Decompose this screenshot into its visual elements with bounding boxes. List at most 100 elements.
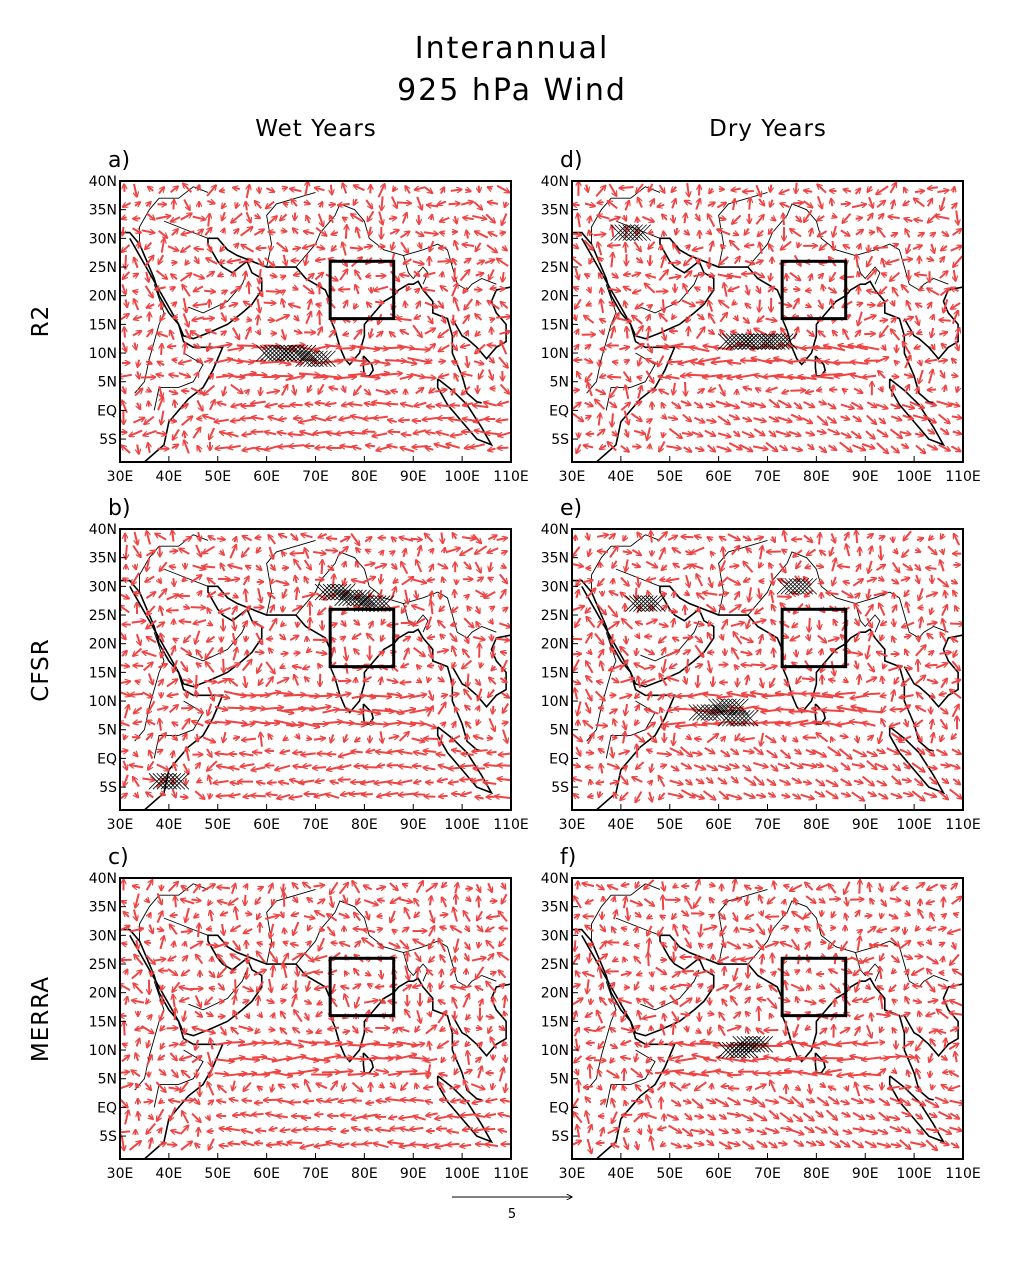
wind-vector (160, 606, 163, 617)
wind-vector (487, 345, 497, 346)
wind-vector (414, 230, 423, 236)
wind-vector (265, 432, 277, 435)
wind-vector (805, 432, 815, 435)
wind-vector (632, 315, 643, 325)
wind-vector (478, 1042, 482, 1047)
wind-vector (816, 1096, 828, 1105)
wind-vector (634, 912, 641, 917)
wind-vector (483, 782, 497, 784)
wind-vector (770, 924, 771, 934)
wind-vector (877, 1128, 888, 1134)
wind-vector (343, 577, 345, 586)
wind-vector (121, 244, 131, 252)
wind-vector (611, 326, 614, 339)
wind-vector (925, 360, 938, 362)
wind-vector (840, 403, 854, 409)
wind-vector (440, 980, 444, 989)
wind-vector (879, 320, 888, 321)
wind-vector (862, 1057, 882, 1059)
y-tick-label: 5N (98, 1072, 117, 1088)
wind-vector (425, 1059, 438, 1061)
wind-vector (708, 633, 712, 641)
wind-vector (231, 404, 243, 407)
wind-vector (462, 315, 469, 325)
wind-vector (315, 447, 326, 448)
significance-hatching (625, 578, 818, 727)
wind-vector (904, 187, 907, 193)
wind-vector (783, 213, 784, 226)
wind-vector (413, 646, 425, 657)
wind-vector (691, 565, 704, 570)
wind-vector (157, 361, 165, 365)
wind-vector (440, 927, 448, 929)
wind-vector (122, 651, 127, 657)
wind-vector (170, 1068, 178, 1078)
wind-vector (789, 271, 801, 281)
wind-vector (431, 601, 433, 615)
wind-vector (246, 1014, 249, 1019)
wind-vector (169, 1100, 181, 1102)
wind-vector (684, 255, 695, 266)
wind-vector (572, 984, 580, 987)
wind-vector (760, 677, 763, 688)
wind-vector (171, 262, 177, 263)
wind-vector (770, 272, 771, 281)
wind-vector (217, 679, 228, 685)
wind-vector (950, 984, 960, 987)
wind-vector (732, 214, 742, 224)
wind-vector (452, 661, 455, 668)
hatch-mark (291, 344, 309, 362)
wind-vector (398, 794, 415, 796)
y-tick-label: 40N (89, 522, 117, 538)
wind-vector (231, 924, 242, 931)
wind-vector (721, 1086, 730, 1087)
wind-vector (759, 635, 762, 645)
wind-vector (279, 534, 288, 537)
wind-vector (181, 899, 195, 905)
wind-vector (266, 1000, 275, 1003)
wind-vector (361, 781, 375, 784)
wind-vector (717, 415, 730, 424)
wind-vector (667, 677, 680, 683)
wind-vector (146, 304, 155, 307)
wind-vector (490, 620, 493, 624)
wind-vector (305, 1012, 309, 1020)
wind-vector (181, 886, 189, 892)
wind-vector (600, 375, 607, 378)
wind-vector (375, 388, 390, 393)
wind-vector (325, 403, 337, 405)
wind-vector (158, 1143, 166, 1146)
wind-vector (429, 955, 436, 962)
wind-vector (766, 749, 777, 757)
wind-vector (598, 749, 606, 753)
wind-vector (450, 926, 463, 934)
wind-vector (879, 731, 884, 743)
wind-vector (842, 213, 852, 224)
wind-vector (696, 313, 704, 319)
wind-vector (281, 623, 285, 627)
wind-vector (598, 708, 605, 709)
wind-vector (411, 1043, 424, 1046)
wind-vector (818, 445, 826, 452)
wind-vector (809, 617, 810, 632)
x-tick-label: 110E (945, 469, 981, 485)
panels-group: a)30E 40E 50E 60E 70E 80E 90E 100E 110E40N35N30N… (89, 148, 981, 1182)
wind-vector (244, 676, 246, 687)
wind-vector (595, 185, 606, 197)
wind-vector (466, 355, 468, 367)
country-border (188, 620, 248, 662)
wind-vector (303, 559, 312, 570)
hatch-mark (326, 583, 344, 601)
wind-vector (886, 258, 900, 263)
wind-vector (343, 894, 347, 904)
wind-vector (623, 957, 625, 962)
wind-vector (586, 617, 596, 628)
wind-vector (948, 1043, 958, 1050)
wind-vector (120, 793, 127, 800)
wind-vector (206, 330, 217, 335)
wind-vector (790, 938, 799, 950)
y-tick-label: 15N (89, 1014, 117, 1030)
wind-vector (318, 606, 327, 615)
wind-vector (880, 967, 882, 980)
wind-vector (293, 273, 302, 275)
